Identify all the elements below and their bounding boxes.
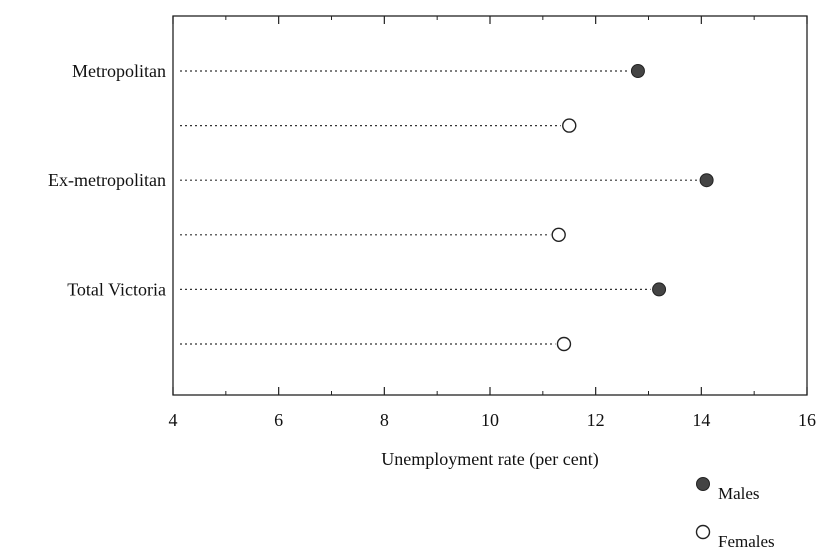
male-point [630, 64, 645, 78]
x-tick-label: 10 [481, 410, 499, 430]
male-point [652, 282, 667, 297]
x-tick-label: 12 [587, 410, 605, 430]
data-points [551, 64, 714, 352]
female-point [556, 336, 572, 352]
dotted-leader-lines [180, 70, 699, 345]
legend: Males Females [695, 477, 775, 550]
male-point [699, 173, 714, 188]
category-label: Ex-metropolitan [48, 170, 166, 190]
x-tick-label: 14 [692, 410, 710, 430]
x-tick-label: 8 [380, 410, 389, 430]
category-label: Metropolitan [72, 61, 166, 81]
x-tick-labels: 4 6 8 10 12 14 16 [169, 410, 817, 430]
legend-male-marker [696, 477, 710, 491]
category-labels: Metropolitan Ex-metropolitan Total Victori… [48, 61, 166, 299]
plot-frame [172, 15, 808, 396]
legend-label: Females [718, 532, 775, 550]
x-tick-label: 4 [169, 410, 178, 430]
category-label: Total Victoria [67, 279, 166, 299]
x-axis-title: Unemployment rate (per cent) [381, 449, 598, 470]
female-point [562, 118, 577, 133]
legend-female-marker [695, 524, 711, 540]
legend-label: Males [718, 484, 760, 503]
x-tick-label: 6 [274, 410, 283, 430]
female-point [551, 227, 566, 243]
x-tick-label: 16 [798, 410, 816, 430]
top-tick-marks [172, 16, 808, 24]
bottom-tick-marks [172, 387, 808, 395]
